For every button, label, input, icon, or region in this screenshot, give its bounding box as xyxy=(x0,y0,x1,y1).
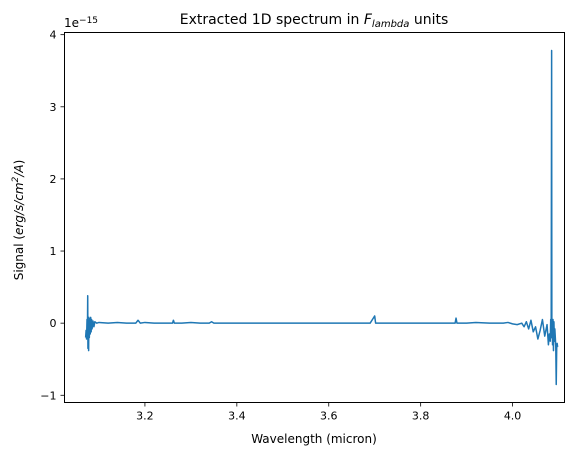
plot-marks xyxy=(84,49,559,386)
y-axis-ticks: −1 0 1 2 3 4 xyxy=(40,29,65,402)
x-tick-label: 4.0 xyxy=(504,410,522,423)
y-tick-label: 3 xyxy=(50,101,57,114)
y-offset-text: 1e−15 xyxy=(64,16,98,30)
y-tick-label: 1 xyxy=(50,245,57,258)
x-tick-label: 3.6 xyxy=(320,410,338,423)
x-tick-label: 3.2 xyxy=(136,410,154,423)
x-axis-label: Wavelength (micron) xyxy=(251,432,377,446)
x-tick-label: 3.8 xyxy=(412,410,430,423)
chart-title: Extracted 1D spectrum in Flambda units xyxy=(180,12,449,30)
y-tick-label: 4 xyxy=(50,29,57,42)
y-axis-label: Signal (erg/s/cm2/A) xyxy=(11,160,26,281)
series-line-0 xyxy=(84,49,559,386)
plot-frame xyxy=(64,32,565,403)
y-tick-label: 2 xyxy=(50,173,57,186)
y-tick-label: −1 xyxy=(40,389,56,402)
x-axis-ticks: 3.2 3.4 3.6 3.8 4.0 xyxy=(136,402,522,423)
y-tick-label: 0 xyxy=(50,317,57,330)
x-tick-label: 3.4 xyxy=(228,410,246,423)
